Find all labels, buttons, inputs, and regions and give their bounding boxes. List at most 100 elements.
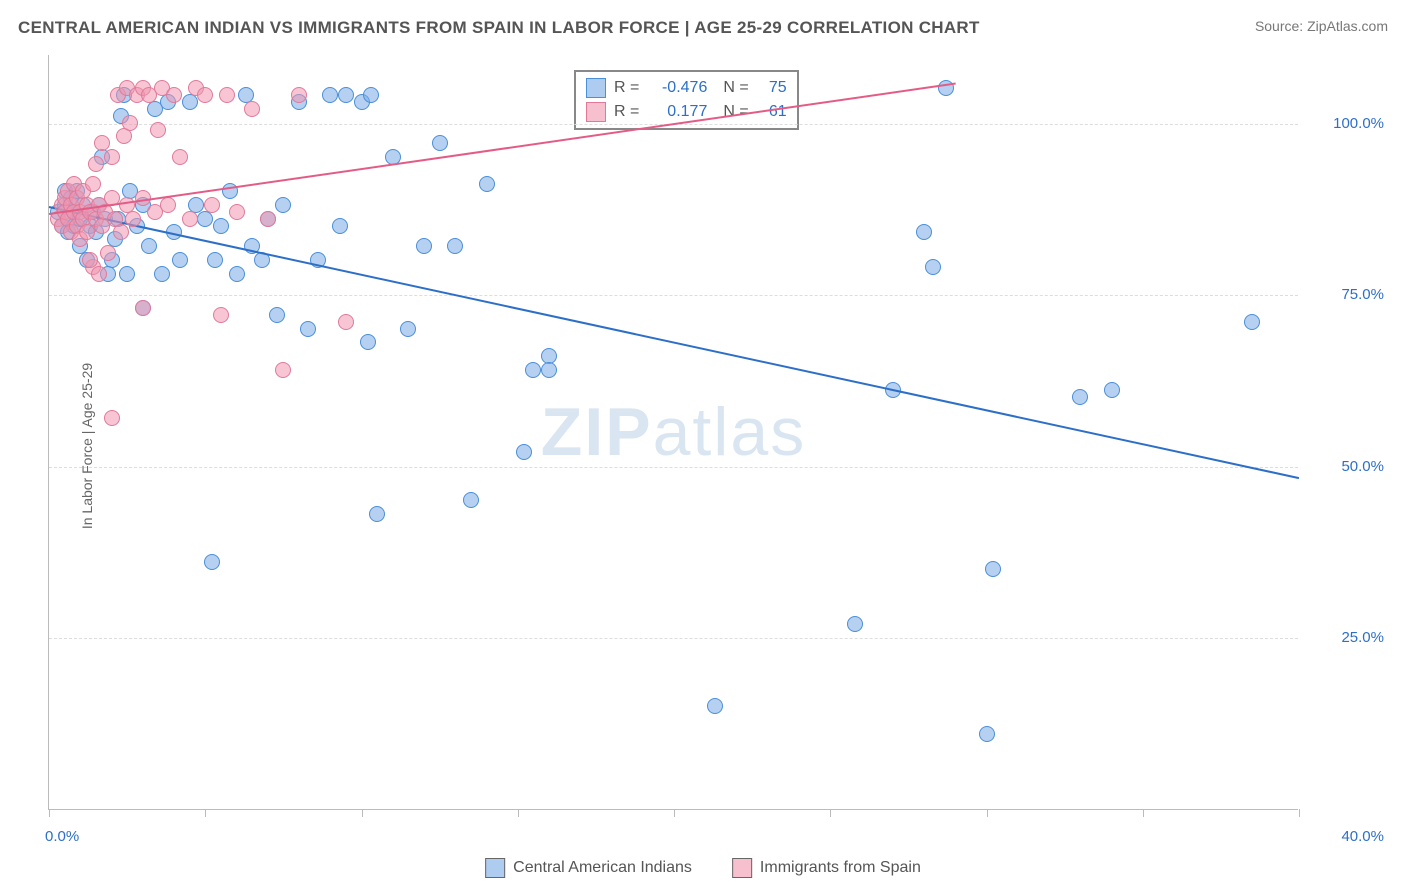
scatter-point xyxy=(322,87,338,103)
n-value: 75 xyxy=(757,79,787,97)
r-label: R = xyxy=(614,103,639,121)
r-value: 0.177 xyxy=(647,103,707,121)
scatter-point xyxy=(122,115,138,131)
scatter-point xyxy=(338,314,354,330)
grid-line-horizontal xyxy=(49,638,1298,639)
scatter-point xyxy=(213,218,229,234)
scatter-point xyxy=(707,698,723,714)
legend-label: Central American Indians xyxy=(513,859,692,877)
scatter-point xyxy=(432,135,448,151)
scatter-point xyxy=(82,252,98,268)
scatter-point xyxy=(925,259,941,275)
scatter-point xyxy=(229,204,245,220)
scatter-plot-area: ZIPatlas R =-0.476N =75R =0.177N =61 25.… xyxy=(48,55,1298,810)
x-tick xyxy=(830,809,831,817)
scatter-point xyxy=(400,321,416,337)
n-label: N = xyxy=(723,79,748,97)
scatter-point xyxy=(125,211,141,227)
scatter-point xyxy=(275,362,291,378)
legend-label: Immigrants from Spain xyxy=(760,859,921,877)
scatter-point xyxy=(100,245,116,261)
scatter-point xyxy=(541,362,557,378)
scatter-point xyxy=(204,554,220,570)
scatter-point xyxy=(1072,389,1088,405)
r-label: R = xyxy=(614,79,639,97)
legend-swatch-icon xyxy=(732,858,752,878)
trend-line xyxy=(49,206,1299,479)
scatter-point xyxy=(204,197,220,213)
legend-swatch-icon xyxy=(586,102,606,122)
scatter-point xyxy=(1244,314,1260,330)
scatter-point xyxy=(166,87,182,103)
grid-line-horizontal xyxy=(49,295,1298,296)
scatter-point xyxy=(207,252,223,268)
x-tick xyxy=(1143,809,1144,817)
scatter-point xyxy=(119,266,135,282)
source-label: Source: xyxy=(1255,18,1307,34)
scatter-point xyxy=(213,307,229,323)
scatter-point xyxy=(525,362,541,378)
legend-swatch-icon xyxy=(485,858,505,878)
y-tick-label: 50.0% xyxy=(1341,458,1384,475)
scatter-point xyxy=(91,266,107,282)
scatter-point xyxy=(160,197,176,213)
scatter-point xyxy=(979,726,995,742)
scatter-point xyxy=(104,149,120,165)
scatter-point xyxy=(516,444,532,460)
scatter-point xyxy=(104,410,120,426)
x-tick-label: 40.0% xyxy=(1341,828,1384,845)
scatter-point xyxy=(113,224,129,240)
x-tick xyxy=(205,809,206,817)
scatter-point xyxy=(269,307,285,323)
legend-item: Central American Indians xyxy=(485,858,692,878)
y-tick-label: 25.0% xyxy=(1341,629,1384,646)
x-tick xyxy=(49,809,50,817)
watermark-zip: ZIP xyxy=(541,394,653,470)
scatter-point xyxy=(479,176,495,192)
scatter-point xyxy=(847,616,863,632)
chart-legend: Central American Indians Immigrants from … xyxy=(485,858,921,878)
scatter-point xyxy=(985,561,1001,577)
chart-title: CENTRAL AMERICAN INDIAN VS IMMIGRANTS FR… xyxy=(18,18,980,38)
scatter-point xyxy=(360,334,376,350)
scatter-point xyxy=(447,238,463,254)
scatter-point xyxy=(116,128,132,144)
watermark: ZIPatlas xyxy=(541,393,806,471)
x-tick xyxy=(987,809,988,817)
scatter-point xyxy=(79,224,95,240)
scatter-point xyxy=(916,224,932,240)
source-value: ZipAtlas.com xyxy=(1307,18,1388,34)
scatter-point xyxy=(150,122,166,138)
scatter-point xyxy=(141,238,157,254)
scatter-point xyxy=(197,211,213,227)
scatter-point xyxy=(172,252,188,268)
source-attribution: Source: ZipAtlas.com xyxy=(1255,18,1388,34)
scatter-point xyxy=(363,87,379,103)
y-tick-label: 100.0% xyxy=(1333,115,1384,132)
scatter-point xyxy=(182,94,198,110)
scatter-point xyxy=(332,218,348,234)
legend-swatch-icon xyxy=(586,78,606,98)
legend-item: Immigrants from Spain xyxy=(732,858,921,878)
x-tick-label: 0.0% xyxy=(45,828,79,845)
grid-line-horizontal xyxy=(49,467,1298,468)
x-tick xyxy=(518,809,519,817)
x-tick xyxy=(1299,809,1300,817)
scatter-point xyxy=(275,197,291,213)
scatter-point xyxy=(244,101,260,117)
scatter-point xyxy=(260,211,276,227)
scatter-point xyxy=(88,156,104,172)
scatter-point xyxy=(229,266,245,282)
scatter-point xyxy=(463,492,479,508)
x-tick xyxy=(674,809,675,817)
r-value: -0.476 xyxy=(647,79,707,97)
scatter-point xyxy=(291,87,307,103)
scatter-point xyxy=(85,176,101,192)
scatter-point xyxy=(172,149,188,165)
y-tick-label: 75.0% xyxy=(1341,286,1384,303)
scatter-point xyxy=(369,506,385,522)
scatter-point xyxy=(1104,382,1120,398)
scatter-point xyxy=(182,211,198,227)
scatter-point xyxy=(154,266,170,282)
correlation-row: R = -0.476 N = 75 xyxy=(586,76,787,100)
